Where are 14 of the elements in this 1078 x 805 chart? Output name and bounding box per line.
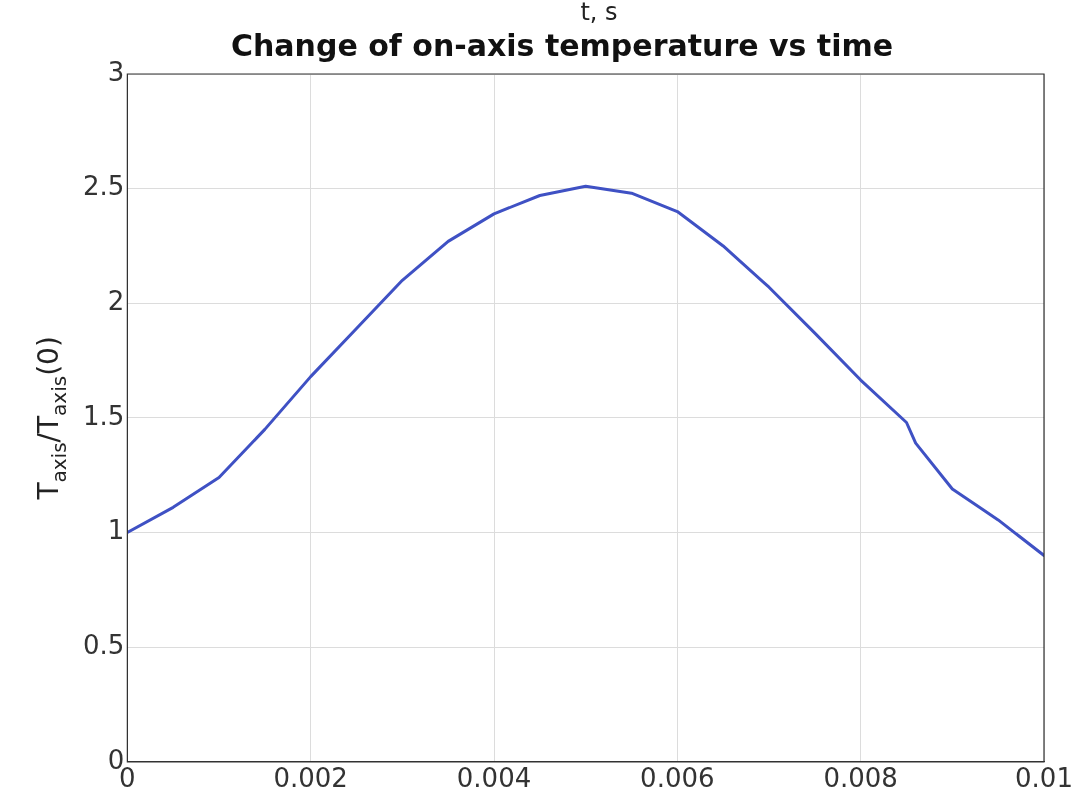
y-tick-label: 0.5	[82, 629, 125, 660]
y-tick-label: 2.5	[82, 171, 125, 202]
y-axis-title: Taxis/Taxis(0)	[32, 336, 71, 501]
x-tick-label: 0.002	[273, 763, 348, 794]
chart-title: Change of on-axis temperature vs time	[230, 27, 894, 63]
x-tick-label: 0.006	[640, 763, 715, 794]
y-tick-label: 2	[107, 286, 125, 317]
x-tick-label: 0.004	[456, 763, 532, 794]
text: t, s	[580, 0, 618, 27]
y-tick-label: 1	[107, 515, 125, 546]
x-tick-label: 0.008	[823, 763, 898, 794]
y-tick-label: 1.5	[82, 400, 125, 431]
x-tick-label: 0.01	[1015, 763, 1073, 794]
y-tick-label: 3	[107, 56, 125, 87]
